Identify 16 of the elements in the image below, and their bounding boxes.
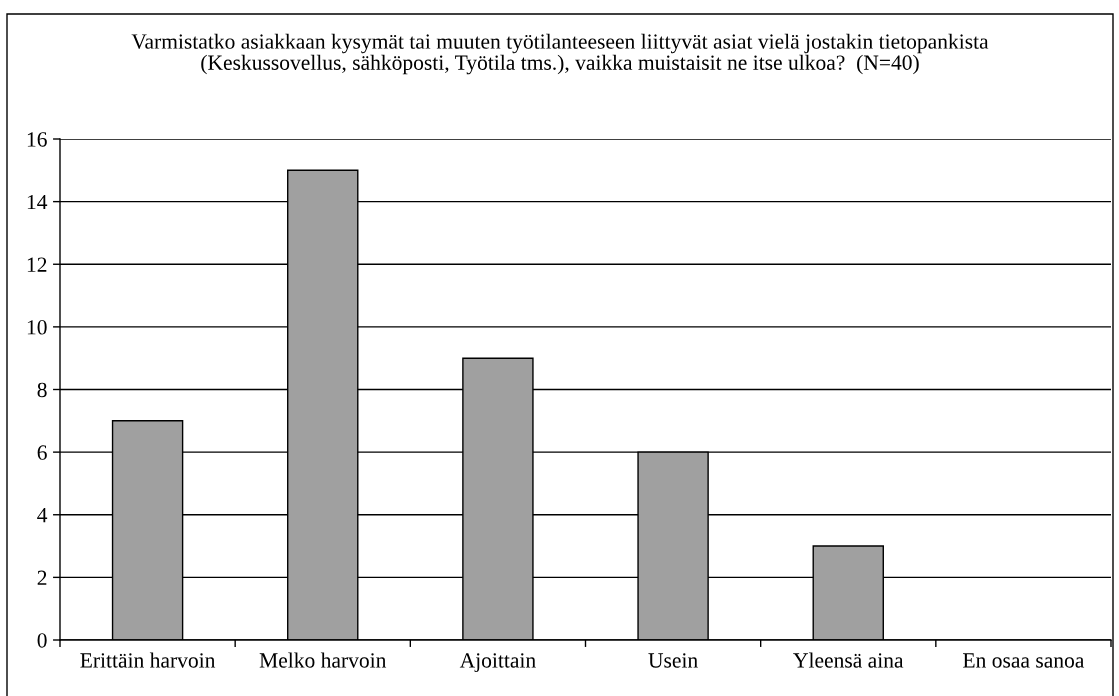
x-tick-label: Usein <box>648 653 698 668</box>
y-tick-label: 14 <box>27 194 48 210</box>
y-tick-label: 6 <box>37 445 47 460</box>
chart-title: Varmistatko asiakkaan kysymät tai muuten työtilanteeseen liittyvät asiat vielä jostakin tietopankista (Keskussovellus, sähköposti, Työtila tms.), vaikka muistaisit ne itse ulkoa? (N=40) <box>131 33 989 75</box>
x-tick-label: Erittäin harvoin <box>80 652 216 668</box>
x-tick-label: Ajoittain <box>459 653 536 673</box>
y-tick-label: 16 <box>27 132 47 147</box>
x-tick-label: Melko harvoin <box>259 652 387 668</box>
y-tick-label: 4 <box>37 508 48 523</box>
y-tick-label: 0 <box>37 633 47 648</box>
x-tick-label: En osaa sanoa <box>963 653 1085 668</box>
y-tick-label: 10 <box>27 320 47 335</box>
y-tick-label: 2 <box>37 570 47 585</box>
y-tick-label: 12 <box>27 257 47 272</box>
y-tick-label: 8 <box>37 382 47 398</box>
x-tick-label: Yleensä aina <box>793 652 904 668</box>
